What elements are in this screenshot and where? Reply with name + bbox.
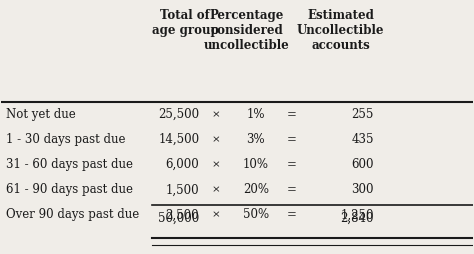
Text: 1,250: 1,250 xyxy=(340,209,374,221)
Text: Percentage
considered
uncollectible: Percentage considered uncollectible xyxy=(203,9,289,52)
Text: 61 - 90 days past due: 61 - 90 days past due xyxy=(6,183,133,196)
Text: 2,500: 2,500 xyxy=(166,209,199,221)
Text: =: = xyxy=(286,133,296,146)
Text: 50,000: 50,000 xyxy=(158,212,199,225)
Text: 255: 255 xyxy=(351,108,374,121)
Text: 20%: 20% xyxy=(243,183,269,196)
Text: 435: 435 xyxy=(351,133,374,146)
Text: =: = xyxy=(286,158,296,171)
Text: 600: 600 xyxy=(351,158,374,171)
Text: ×: × xyxy=(211,135,220,144)
Text: ×: × xyxy=(211,210,220,219)
Text: Not yet due: Not yet due xyxy=(6,108,76,121)
Text: Over 90 days past due: Over 90 days past due xyxy=(6,209,139,221)
Text: 3%: 3% xyxy=(246,133,265,146)
Text: 14,500: 14,500 xyxy=(158,133,199,146)
Text: 1%: 1% xyxy=(246,108,265,121)
Text: Estimated
Uncollectible
accounts: Estimated Uncollectible accounts xyxy=(297,9,384,52)
Text: 1,500: 1,500 xyxy=(166,183,199,196)
Text: 2,840: 2,840 xyxy=(340,212,374,225)
Text: 1 - 30 days past due: 1 - 30 days past due xyxy=(6,133,126,146)
Text: 10%: 10% xyxy=(243,158,269,171)
Text: ×: × xyxy=(211,160,220,169)
Text: ×: × xyxy=(211,110,220,119)
Text: ×: × xyxy=(211,185,220,194)
Text: 50%: 50% xyxy=(243,209,269,221)
Text: =: = xyxy=(286,183,296,196)
Text: 300: 300 xyxy=(351,183,374,196)
Text: 25,500: 25,500 xyxy=(158,108,199,121)
Text: 6,000: 6,000 xyxy=(165,158,199,171)
Text: Total of
age group: Total of age group xyxy=(152,9,219,37)
Text: =: = xyxy=(286,209,296,221)
Text: =: = xyxy=(286,108,296,121)
Text: 31 - 60 days past due: 31 - 60 days past due xyxy=(6,158,133,171)
